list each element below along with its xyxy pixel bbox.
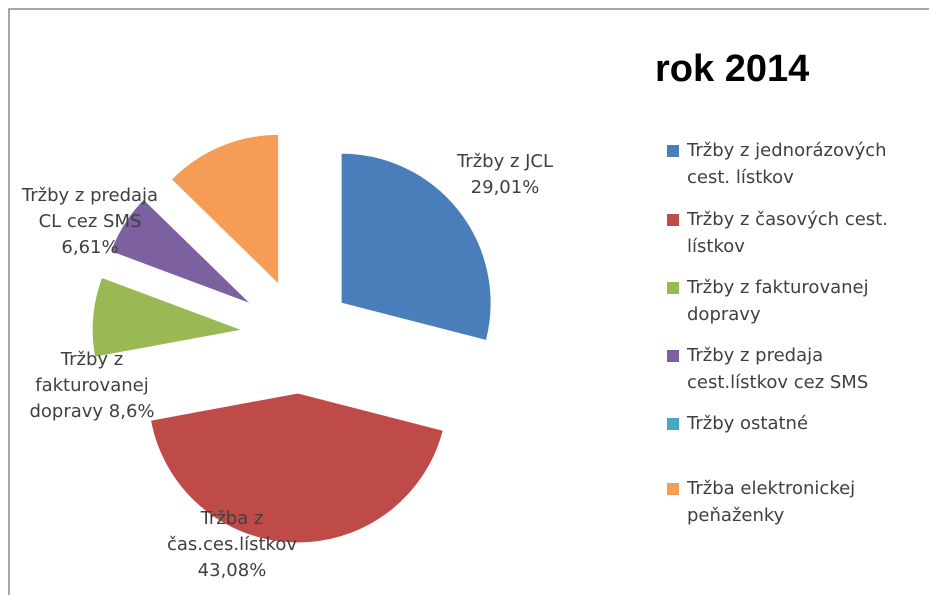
legend-item: Tržby z fakturovanej dopravy [665,274,927,328]
legend-label: Tržby z predaja cest.lístkov cez SMS [687,345,869,393]
chart-title: rok 2014 [655,48,810,90]
legend-swatch [667,483,679,495]
legend-label: Tržba elektronickej peňaženky [687,478,856,526]
data-label: Tržba z čas.ces.lístkov 43,08% [147,506,317,584]
legend-item: Tržby z jednorázových cest. lístkov [665,137,927,191]
pie-slice [150,188,259,295]
pie-slice [340,152,492,342]
legend-swatch [667,418,679,430]
legend-swatch [667,214,679,226]
pie-slice [91,276,245,358]
legend-item: Tržby z časových cest. lístkov [665,206,927,260]
data-label: Tržby z fakturovanej dopravy 8,6% [7,347,177,425]
legend-label: Tržby z časových cest. lístkov [687,209,888,257]
legend-item: Tržby z predaja cest.lístkov cez SMS [665,342,927,396]
data-label-name: Tržba z čas.ces.lístkov 43,08% [167,508,297,581]
pie-slice [170,133,280,286]
pie-slice [109,198,252,305]
legend-item: Tržby ostatné [665,410,927,437]
data-label: Tržby z predaja CL cez SMS 6,61% [15,183,165,261]
frame [8,8,929,595]
legend-swatch [667,350,679,362]
data-label-name: Tržby z fakturovanej dopravy 8,6% [29,349,155,422]
legend-swatch [667,282,679,294]
legend-swatch [667,145,679,157]
data-label-name: Tržby z JCL 29,01% [456,151,554,198]
data-label-value: 29,01% [470,177,540,198]
data-label-value: 8,6% [108,401,155,422]
data-label-name: Tržby z predaja CL cez SMS 6,61% [21,185,159,258]
data-label-value: 43,08% [197,560,267,581]
pie-slice [149,392,444,544]
legend-label: Tržby z fakturovanej dopravy [687,277,869,325]
data-label: Tržby z JCL 29,01% [440,149,570,201]
data-label-value: 6,61% [61,237,119,258]
legend-label: Tržby z jednorázových cest. lístkov [687,140,887,188]
legend-item: Tržba elektronickej peňaženky [665,475,927,529]
legend-label: Tržby ostatné [687,413,809,434]
